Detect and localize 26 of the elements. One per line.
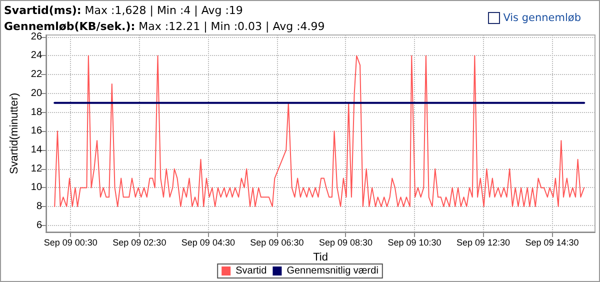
x-tick-label: Sep 09 08:30 xyxy=(318,238,373,248)
x-tick-label: Sep 09 00:30 xyxy=(44,238,98,248)
y-tick-label: 6 xyxy=(36,220,42,231)
x-tick-label: Sep 09 12:30 xyxy=(456,238,510,248)
y-tick-label: 10 xyxy=(30,182,42,194)
y-tick-label: 12 xyxy=(30,163,42,174)
y-tick-label: 22 xyxy=(30,69,42,80)
y-tick-label: 16 xyxy=(30,126,42,137)
y-axis-title: Svartid(minutter) xyxy=(8,92,20,174)
chart-subtitle: Gennemløb(KB/sek.): Max :12.21 | Min :0.03 | Avg :4.99 xyxy=(4,20,325,33)
x-tick-label: Sep 09 04:30 xyxy=(181,238,235,248)
y-tick-label: 24 xyxy=(30,50,42,62)
x-tick-label: Sep 09 14:30 xyxy=(525,238,579,248)
x-axis-title: Tid xyxy=(313,251,328,264)
x-tick-label: Sep 09 06:30 xyxy=(250,238,304,248)
y-tick-label: 8 xyxy=(36,201,42,212)
y-tick-label: 20 xyxy=(30,88,42,99)
y-tick-label: 26 xyxy=(30,31,42,42)
legend-label: Gennemsnitlig værdi xyxy=(286,266,378,276)
x-tick-label: Sep 09 10:30 xyxy=(388,238,442,248)
x-tick-label: Sep 09 02:30 xyxy=(112,238,166,248)
y-tick-label: 18 xyxy=(30,106,42,118)
text: Vis gennemløb xyxy=(503,12,581,24)
y-tick-label: 14 xyxy=(30,144,42,156)
legend-label: Svartid xyxy=(236,266,267,276)
chart-title: Svartid(ms): Max :1,628 | Min :4 | Avg :19 xyxy=(4,4,243,17)
